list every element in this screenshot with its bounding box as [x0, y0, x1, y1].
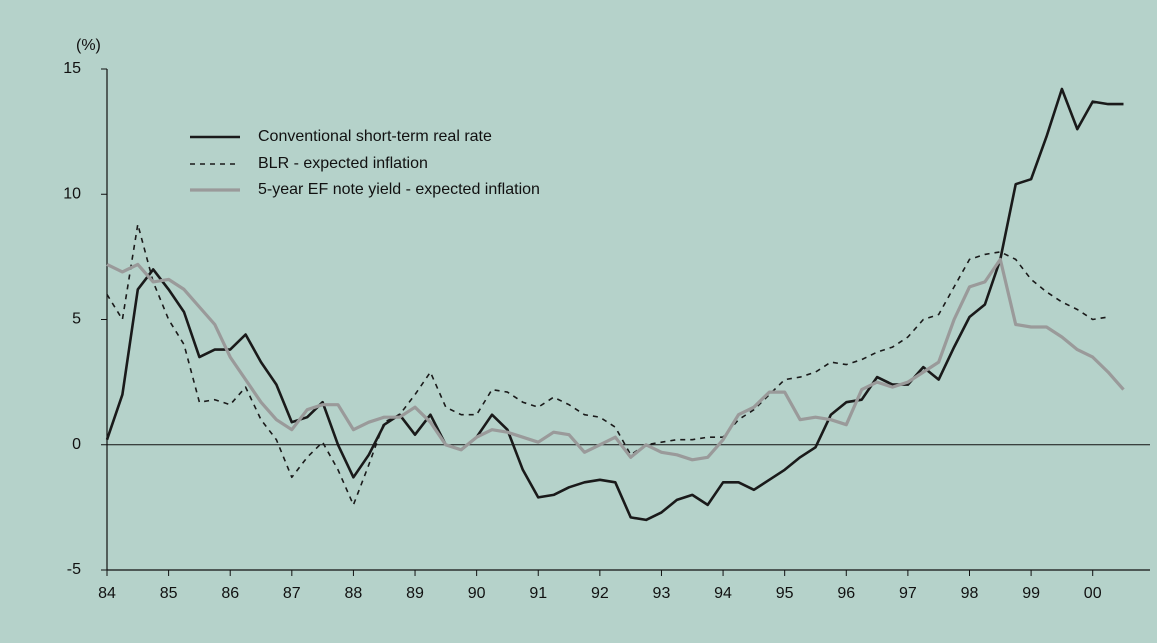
- y-tick-label: 0: [72, 436, 81, 453]
- legend-label: Conventional short-term real rate: [258, 128, 492, 145]
- legend-label: BLR - expected inflation: [258, 155, 428, 172]
- x-tick-label: 89: [406, 585, 424, 602]
- x-tick-label: 94: [714, 585, 732, 602]
- y-axis-label: (%): [76, 37, 101, 54]
- x-tick-label: 91: [529, 585, 547, 602]
- y-tick-label: 10: [63, 185, 81, 202]
- x-tick-label: 97: [899, 585, 917, 602]
- x-tick-label: 96: [837, 585, 855, 602]
- x-tick-label: 99: [1022, 585, 1040, 602]
- x-tick-label: 92: [591, 585, 609, 602]
- x-tick-label: 00: [1084, 585, 1102, 602]
- x-tick-label: 98: [961, 585, 979, 602]
- x-tick-label: 86: [221, 585, 239, 602]
- x-tick-label: 93: [653, 585, 671, 602]
- x-tick-label: 87: [283, 585, 301, 602]
- series-line: [105, 87, 1124, 522]
- series-line: [106, 257, 1125, 462]
- y-tick-label: 5: [72, 311, 81, 328]
- x-tick-label: 90: [468, 585, 486, 602]
- y-tick-label: 15: [63, 60, 81, 77]
- x-tick-label: 95: [776, 585, 794, 602]
- y-tick-label: -5: [67, 561, 81, 578]
- legend-label: 5-year EF note yield - expected inflatio…: [258, 181, 540, 198]
- x-tick-label: 84: [98, 585, 116, 602]
- x-tick-label: 85: [160, 585, 178, 602]
- x-tick-label: 88: [345, 585, 363, 602]
- series-line: [106, 223, 1109, 506]
